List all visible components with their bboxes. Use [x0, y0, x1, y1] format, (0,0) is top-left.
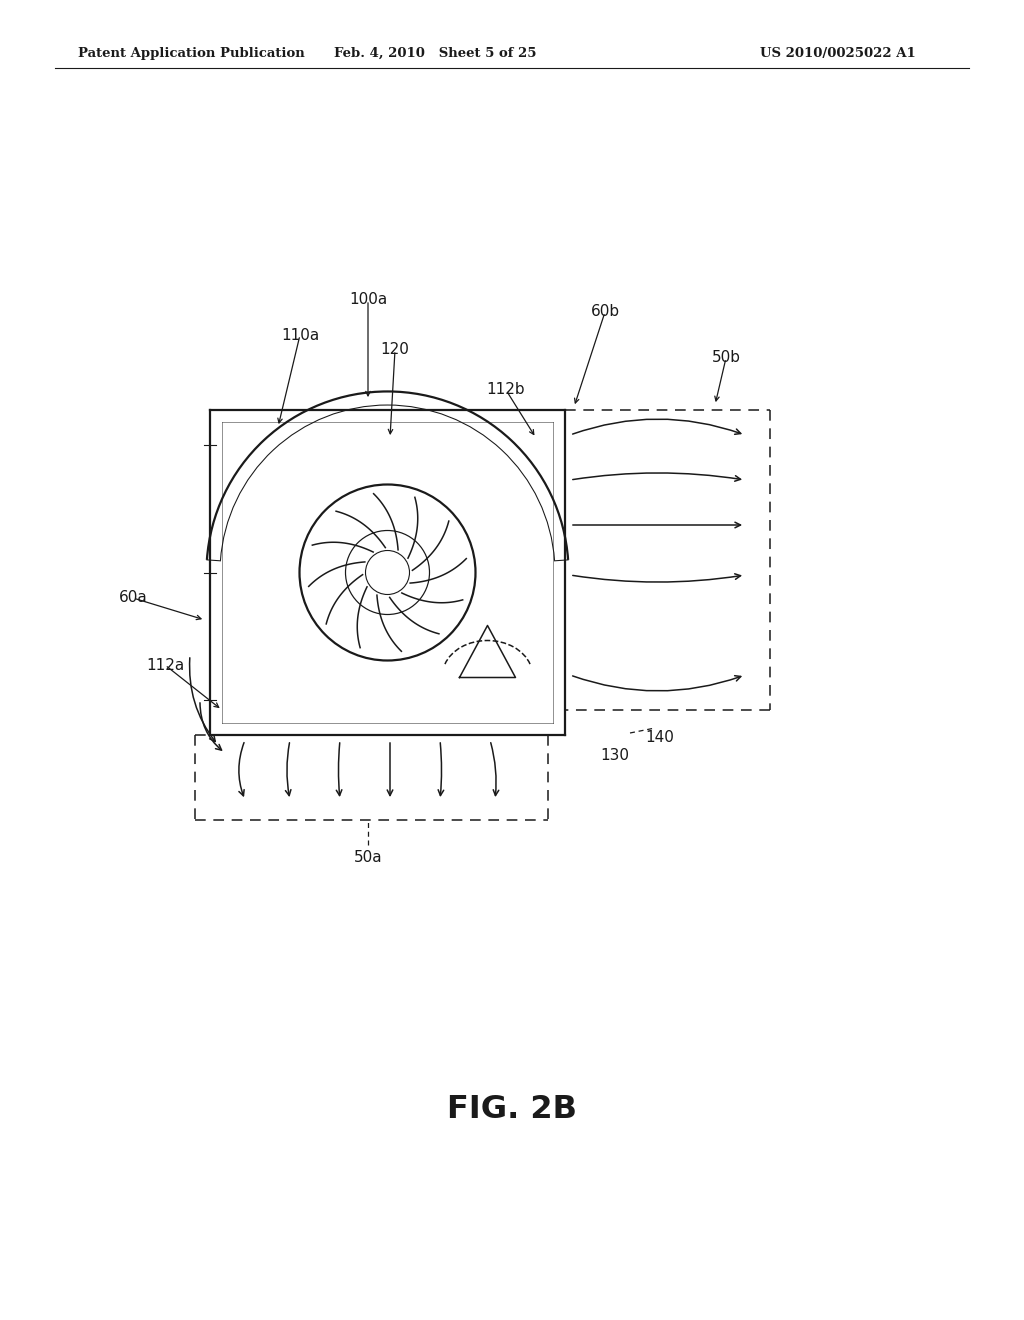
Text: Feb. 4, 2010   Sheet 5 of 25: Feb. 4, 2010 Sheet 5 of 25: [334, 48, 537, 59]
Text: 100a: 100a: [349, 293, 387, 308]
Text: 60a: 60a: [119, 590, 147, 606]
Text: 140: 140: [645, 730, 675, 746]
Text: FIG. 2B: FIG. 2B: [447, 1094, 577, 1126]
Text: 60b: 60b: [591, 305, 620, 319]
Text: US 2010/0025022 A1: US 2010/0025022 A1: [760, 48, 915, 59]
Text: 50a: 50a: [353, 850, 382, 865]
Text: 50b: 50b: [712, 351, 740, 366]
Text: 112a: 112a: [145, 657, 184, 672]
Text: 120: 120: [381, 342, 410, 358]
Text: 130: 130: [600, 747, 630, 763]
Text: Patent Application Publication: Patent Application Publication: [78, 48, 305, 59]
Text: 110a: 110a: [281, 327, 319, 342]
Text: 112b: 112b: [486, 383, 525, 397]
